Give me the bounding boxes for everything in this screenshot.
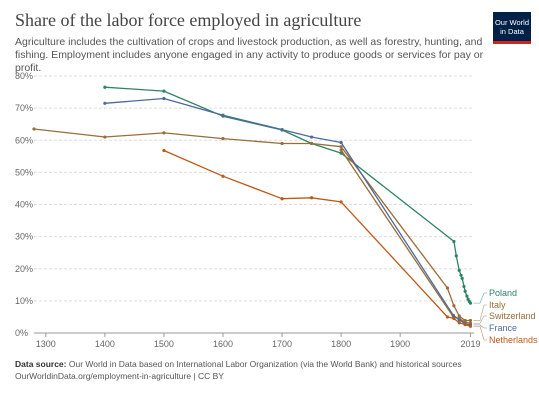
data-point-netherlands <box>457 321 461 325</box>
data-point-poland <box>454 254 458 258</box>
data-point-poland <box>459 273 463 277</box>
x-tick-label: 1700 <box>272 339 292 349</box>
data-point-france <box>339 140 343 145</box>
y-tick-label: 50% <box>15 167 33 177</box>
logo-line-1: Our World <box>494 18 530 27</box>
data-point-italy <box>309 141 314 146</box>
x-tick-label: 1900 <box>390 339 410 349</box>
data-point-italy <box>32 127 36 131</box>
x-tick-label: 2019 <box>460 339 480 349</box>
legend-connector-switzerland <box>473 315 487 324</box>
data-point-italy <box>457 314 461 318</box>
data-point-netherlands <box>221 174 225 178</box>
series-line-italy <box>33 128 471 322</box>
legend-label-france: France <box>489 323 517 333</box>
y-tick-label: 60% <box>15 135 33 145</box>
data-point-italy <box>452 304 456 308</box>
data-point-france <box>309 135 314 139</box>
data-point-poland <box>452 239 456 244</box>
data-point-france <box>280 128 284 132</box>
x-tick-label: 1800 <box>331 339 351 349</box>
data-point-poland <box>162 89 166 93</box>
y-tick-label: 80% <box>15 71 33 81</box>
source-text: Our World in Data based on International… <box>68 359 462 369</box>
data-point-france <box>451 313 455 317</box>
series-line-poland <box>104 86 472 304</box>
logo-line-2: in Data <box>500 27 524 36</box>
data-point-netherlands <box>162 148 166 153</box>
data-point-netherlands <box>339 200 343 204</box>
data-point-italy <box>221 137 225 141</box>
data-point-poland <box>460 276 464 280</box>
chart-subtitle: Agriculture includes the cultivation of … <box>15 36 484 74</box>
data-point-netherlands <box>280 197 284 201</box>
source-label: Data source: <box>15 359 67 369</box>
data-point-italy <box>445 286 450 290</box>
data-point-netherlands <box>468 324 473 328</box>
data-point-netherlands <box>445 315 450 319</box>
x-tick-label: 1300 <box>36 339 56 349</box>
data-point-poland <box>339 151 343 155</box>
series-line-netherlands <box>163 149 471 327</box>
data-point-france <box>457 318 461 322</box>
y-tick-label: 40% <box>15 200 33 210</box>
legend-label-poland: Poland <box>489 288 517 298</box>
data-point-netherlands <box>309 196 314 200</box>
data-point-poland <box>462 284 466 289</box>
legend-label-netherlands: Netherlands <box>489 335 538 345</box>
data-point-italy <box>339 145 343 149</box>
series-line-france <box>104 97 471 326</box>
data-point-poland <box>103 85 107 89</box>
data-point-poland <box>463 289 467 293</box>
data-point-switzerland <box>339 148 343 152</box>
x-tick-label: 1600 <box>213 339 233 349</box>
y-tick-label: 0% <box>15 328 28 338</box>
legend-connector-france <box>473 324 487 329</box>
legend-connector-netherlands <box>473 325 487 341</box>
logo-accent-bar <box>493 41 531 44</box>
data-point-netherlands <box>463 323 467 327</box>
x-tick-label: 1500 <box>154 339 174 349</box>
data-point-poland <box>465 294 469 298</box>
y-tick-label: 10% <box>15 296 33 306</box>
data-point-france <box>103 101 107 105</box>
data-point-france <box>221 113 225 117</box>
data-point-poland <box>457 268 461 272</box>
y-tick-label: 70% <box>15 103 33 113</box>
legend-connector-italy <box>473 304 487 321</box>
legend-label-italy: Italy <box>489 300 506 310</box>
data-point-poland <box>468 301 473 305</box>
data-point-italy <box>103 135 107 139</box>
x-tick-label: 1400 <box>95 339 115 349</box>
legend-connector-poland <box>473 292 487 304</box>
y-tick-label: 30% <box>15 232 33 242</box>
data-point-italy <box>162 131 166 135</box>
data-point-italy <box>468 318 473 323</box>
data-point-netherlands <box>452 316 456 321</box>
legend-label-switzerland: Switzerland <box>489 311 536 321</box>
y-tick-label: 20% <box>15 264 33 274</box>
source-url[interactable]: OurWorldinData.org/employment-in-agricul… <box>15 371 224 381</box>
owid-logo[interactable]: Our World in Data <box>493 12 531 44</box>
data-point-france <box>162 96 166 101</box>
chart-title: Share of the labor force employed in agr… <box>15 10 362 30</box>
data-point-italy <box>280 141 284 146</box>
chart-footer: Data source: Our World in Data based on … <box>15 358 462 382</box>
